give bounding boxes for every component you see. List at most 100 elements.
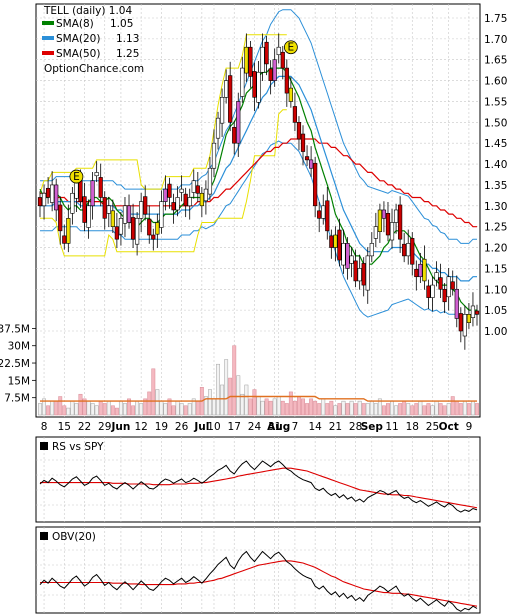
candle-body (54, 184, 59, 211)
candle (82, 182, 87, 232)
candle (240, 56, 245, 103)
candle (114, 212, 119, 248)
candle (86, 199, 91, 239)
volume-bar (139, 403, 144, 416)
volume-bar (280, 400, 285, 416)
candle-body (232, 127, 237, 144)
candle (58, 196, 63, 245)
volume-tick-label: 7.5M (4, 393, 30, 405)
date-tick-label: Sep (361, 421, 384, 433)
legend-swatch-sma20 (42, 36, 54, 40)
chart-title: TELL (daily) 1.04 (43, 5, 132, 17)
volume-bar (475, 403, 479, 416)
volume-bar (292, 400, 297, 416)
candle (381, 201, 387, 233)
volume-bar (236, 375, 241, 416)
candle (434, 261, 439, 287)
date-tick-label: 8 (41, 421, 48, 433)
volume-bar (430, 405, 435, 416)
candle (393, 203, 399, 234)
candle (288, 76, 293, 108)
candle-body (183, 193, 188, 207)
candle-body (50, 184, 55, 203)
candle-body (163, 188, 168, 202)
candle (341, 229, 346, 274)
date-tick-label: 18 (406, 421, 419, 433)
candle-body (159, 201, 164, 228)
volume-bar (462, 400, 467, 416)
candle-body (219, 96, 225, 124)
volume-tick-label: 37.5M (0, 323, 30, 335)
price-tick-label: 1.00 (484, 326, 507, 338)
volume-bar (171, 405, 176, 416)
candle (470, 292, 476, 327)
candle-body (458, 313, 463, 332)
candle (414, 260, 419, 291)
candle (373, 212, 378, 248)
candle-body (118, 218, 124, 235)
obv-ma-line (40, 560, 478, 607)
candle-body (252, 71, 257, 98)
volume-bar (175, 400, 180, 416)
volume-bar (78, 393, 83, 416)
candle-body (365, 255, 370, 291)
volume-bar (434, 400, 439, 416)
candle-body (102, 197, 107, 219)
candle (357, 254, 362, 290)
candle-body (248, 46, 253, 77)
volume-bar (353, 403, 358, 416)
candle-body (110, 210, 115, 227)
candle-body (272, 59, 277, 81)
volume-bar (187, 403, 192, 416)
volume-bar (357, 400, 362, 416)
candle (389, 208, 395, 249)
obv-legend-swatch (40, 532, 48, 540)
rs-legend-swatch (40, 442, 48, 450)
candle-body (191, 180, 196, 193)
candle (37, 191, 43, 218)
candle-body (139, 201, 144, 219)
candle-body (187, 197, 192, 207)
candle-body (240, 67, 245, 97)
candle (135, 212, 140, 256)
candle-body (325, 200, 330, 232)
volume-bar (155, 389, 160, 416)
volume-bar (349, 400, 354, 416)
date-tick-label: 9 (466, 421, 473, 433)
candle-body (389, 222, 395, 241)
price-legend: TELL (daily) 1.04 SMA(8) 1.05 SMA(20) 1.… (42, 5, 144, 75)
candle-body (135, 218, 140, 245)
volume-bar (337, 403, 342, 416)
candle (155, 213, 160, 248)
volume-bar (272, 398, 277, 416)
event-marker (283, 40, 298, 55)
candle (438, 263, 443, 299)
candle (195, 171, 200, 203)
volume-bar (135, 400, 140, 416)
candle (260, 33, 265, 82)
candle (422, 245, 427, 290)
candle (353, 249, 358, 288)
candle-body (41, 192, 47, 207)
candle-body (86, 205, 91, 228)
legend-value-sma8: 1.05 (110, 18, 133, 30)
volume-bar (369, 400, 374, 416)
volume-bar (333, 405, 338, 416)
volume-bar (438, 403, 443, 416)
volume-bar (58, 396, 63, 416)
volume-bar (110, 405, 115, 416)
candle (171, 193, 176, 224)
rs-grid (36, 437, 480, 522)
rs-line (39, 460, 478, 513)
volume-bar (179, 403, 184, 416)
candle-body (296, 122, 302, 140)
candle-body (292, 106, 298, 123)
candle-body (224, 80, 229, 98)
date-tick-label: 10 (207, 421, 220, 433)
price-tick-label: 1.35 (484, 180, 507, 192)
candle-body (462, 314, 467, 337)
legend-name-sma8: SMA(8) (56, 18, 94, 30)
candle-body (406, 243, 411, 257)
candle-body (317, 210, 322, 219)
volume-tick-label: 15M (8, 375, 30, 387)
